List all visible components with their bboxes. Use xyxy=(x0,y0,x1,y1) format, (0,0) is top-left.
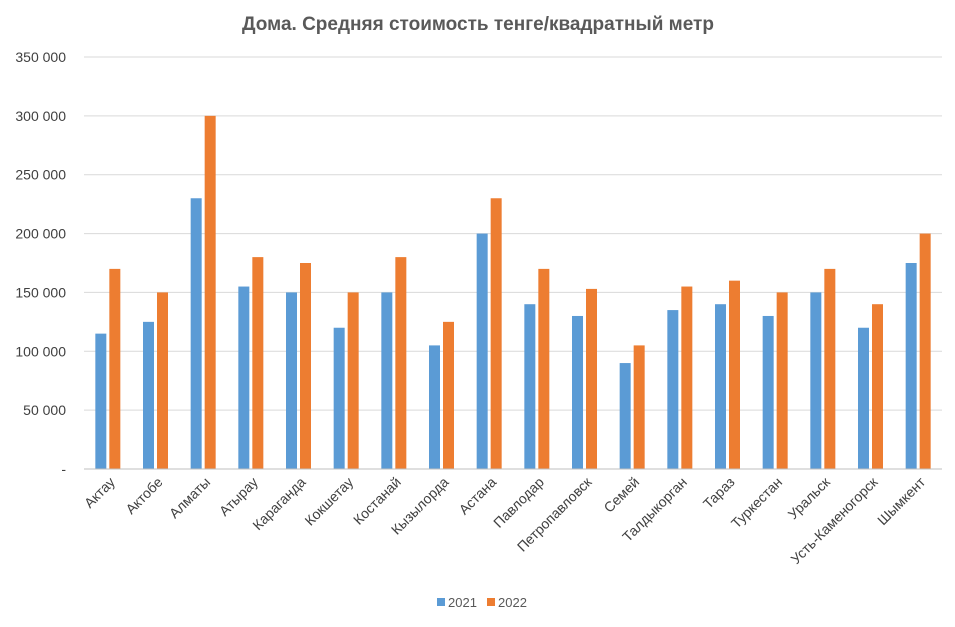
x-tick-label: Кокшетау xyxy=(301,474,356,529)
bar-2022-17 xyxy=(872,304,883,469)
bar-2022-10 xyxy=(538,268,550,469)
x-axis-ticks: Актау Актобе Алматы АтырауКарагандаКокшетау… xyxy=(81,473,929,567)
bar-2022-16 xyxy=(824,268,836,469)
bar-2022-6 xyxy=(347,292,359,469)
bar-2022-13 xyxy=(681,286,693,469)
x-tick-label: Усть-Каменогорск xyxy=(787,473,881,567)
bar-2022-3 xyxy=(204,115,216,469)
x-tick-label: Семей xyxy=(600,474,642,516)
x-tick-label: Алматы xyxy=(166,474,213,521)
bar-2022-2 xyxy=(157,292,168,469)
x-tick-label: Актобе xyxy=(122,474,166,518)
bar-2022-8 xyxy=(443,321,454,469)
bar-2021-16 xyxy=(810,292,822,469)
legend-swatch-2022 xyxy=(487,598,495,606)
y-tick-label: 300 000 xyxy=(15,108,66,124)
bar-2021-2 xyxy=(143,321,154,469)
bar-2021-17 xyxy=(858,327,869,469)
chart-title: Дома. Средняя стоимость тенге/квадратный… xyxy=(242,14,714,35)
bar-2022-9 xyxy=(490,198,502,469)
bar-2021-18 xyxy=(905,263,917,469)
bar-2022-18 xyxy=(919,233,931,469)
bar-2022-11 xyxy=(586,288,597,469)
bar-2022-15 xyxy=(776,292,788,469)
bar-2021-1 xyxy=(95,333,107,469)
bar-2021-8 xyxy=(429,345,440,469)
bar-2021-6 xyxy=(333,327,345,469)
y-tick-label: 200 000 xyxy=(15,226,66,242)
x-tick-label: Уральск xyxy=(785,473,834,522)
y-tick-label: 250 000 xyxy=(15,167,66,183)
bar-2021-10 xyxy=(524,304,536,469)
x-tick-label: Актау xyxy=(81,474,118,511)
legend-label: 2022 xyxy=(498,595,527,610)
legend-swatch-2021 xyxy=(437,598,445,606)
bar-2021-14 xyxy=(715,304,726,469)
y-tick-label: - xyxy=(61,461,66,477)
bar-2022-14 xyxy=(729,280,740,469)
legend-label: 2021 xyxy=(448,595,477,610)
bar-2021-12 xyxy=(619,363,631,469)
bar-2021-9 xyxy=(476,233,488,469)
bar-2022-7 xyxy=(395,257,407,469)
legend: 2021 2022 xyxy=(437,595,527,610)
bar-2022-12 xyxy=(633,345,645,469)
bar-2022-4 xyxy=(252,257,264,469)
bar-2021-15 xyxy=(762,315,774,469)
x-tick-label: Астана xyxy=(456,474,500,518)
y-tick-label: 50 000 xyxy=(23,402,66,418)
y-tick-label: 350 000 xyxy=(15,49,66,65)
bar-2021-5 xyxy=(286,292,297,469)
bar-2021-13 xyxy=(667,310,679,469)
bar-2021-11 xyxy=(572,315,583,469)
x-tick-label: Туркестан xyxy=(728,474,785,531)
bar-2021-4 xyxy=(238,286,250,469)
x-tick-label: Тараз xyxy=(700,474,738,512)
bar-2021-7 xyxy=(381,292,393,469)
y-tick-label: 100 000 xyxy=(15,343,66,359)
gridlines xyxy=(84,56,942,411)
bar-2021-3 xyxy=(190,198,202,469)
y-axis-ticks: - 50 000 100 000 150 000 200 000 250 000 300 0… xyxy=(15,49,66,477)
x-tick-label: Атырау xyxy=(216,474,261,519)
bar-2022-1 xyxy=(109,268,121,469)
y-tick-label: 150 000 xyxy=(15,284,66,300)
bar-2022-5 xyxy=(300,263,311,469)
x-tick-label: Шымкент xyxy=(874,473,929,528)
bars xyxy=(95,115,931,469)
